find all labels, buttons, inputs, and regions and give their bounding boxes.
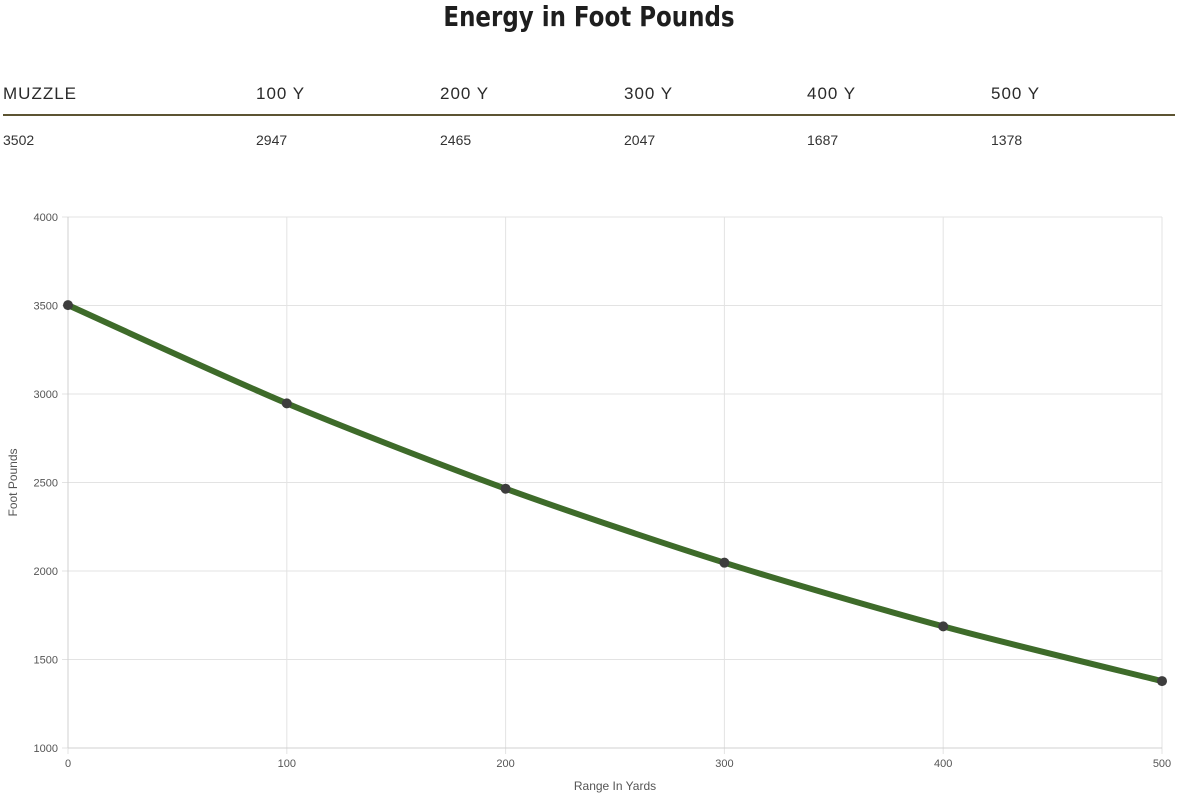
x-tick-label: 500 xyxy=(1153,758,1171,770)
y-tick-label: 4000 xyxy=(34,212,58,224)
energy-table: MUZZLE 100 Y 200 Y 300 Y 400 Y 500 Y 350… xyxy=(3,80,1175,148)
x-axis-title: Range In Yards xyxy=(574,779,656,793)
x-tick-label: 0 xyxy=(65,758,71,770)
y-tick-label: 1500 xyxy=(34,655,58,667)
y-axis-title: Foot Pounds xyxy=(6,448,20,516)
x-tick-label: 400 xyxy=(934,758,952,770)
data-point xyxy=(63,300,73,311)
value-100y: 2947 xyxy=(256,132,288,148)
data-point xyxy=(719,557,730,568)
header-200y: 200 Y xyxy=(440,84,490,103)
series-line xyxy=(65,302,1165,685)
header-300y: 300 Y xyxy=(624,84,674,103)
value-500y: 1378 xyxy=(991,132,1023,148)
value-300y: 2047 xyxy=(624,132,656,148)
table-row: 3502 2947 2465 2047 1687 1378 xyxy=(3,116,1175,148)
chart-grid xyxy=(62,216,1163,754)
y-tick-label: 2000 xyxy=(34,566,58,578)
data-point xyxy=(938,621,949,632)
y-tick-label: 3000 xyxy=(34,389,58,401)
header-500y: 500 Y xyxy=(991,84,1041,103)
y-tick-label: 1000 xyxy=(34,743,58,755)
header-muzzle: MUZZLE xyxy=(3,84,77,103)
value-200y: 2465 xyxy=(440,132,472,148)
header-100y: 100 Y xyxy=(256,84,306,103)
y-tick-label: 2500 xyxy=(34,478,58,490)
table-header-row: MUZZLE 100 Y 200 Y 300 Y 400 Y 500 Y xyxy=(3,80,1175,116)
data-point xyxy=(500,483,511,494)
chart-series xyxy=(63,300,1167,687)
y-tick-label: 3500 xyxy=(34,301,58,313)
x-tick-label: 200 xyxy=(496,758,514,770)
chart-axes: 1000 1500 2000 2500 3000 3500 4000 0 100 200 300 40… xyxy=(34,212,1172,770)
value-muzzle: 3502 xyxy=(3,132,35,148)
energy-line-chart: 1000 1500 2000 2500 3000 3500 4000 0 100 200 300 40… xyxy=(6,212,1172,793)
value-400y: 1687 xyxy=(807,132,839,148)
x-tick-label: 300 xyxy=(715,758,733,770)
page-title: Energy in Foot Pounds xyxy=(443,0,735,33)
x-tick-label: 100 xyxy=(278,758,296,770)
header-400y: 400 Y xyxy=(807,84,857,103)
data-point xyxy=(1157,676,1167,687)
data-point xyxy=(281,398,292,409)
